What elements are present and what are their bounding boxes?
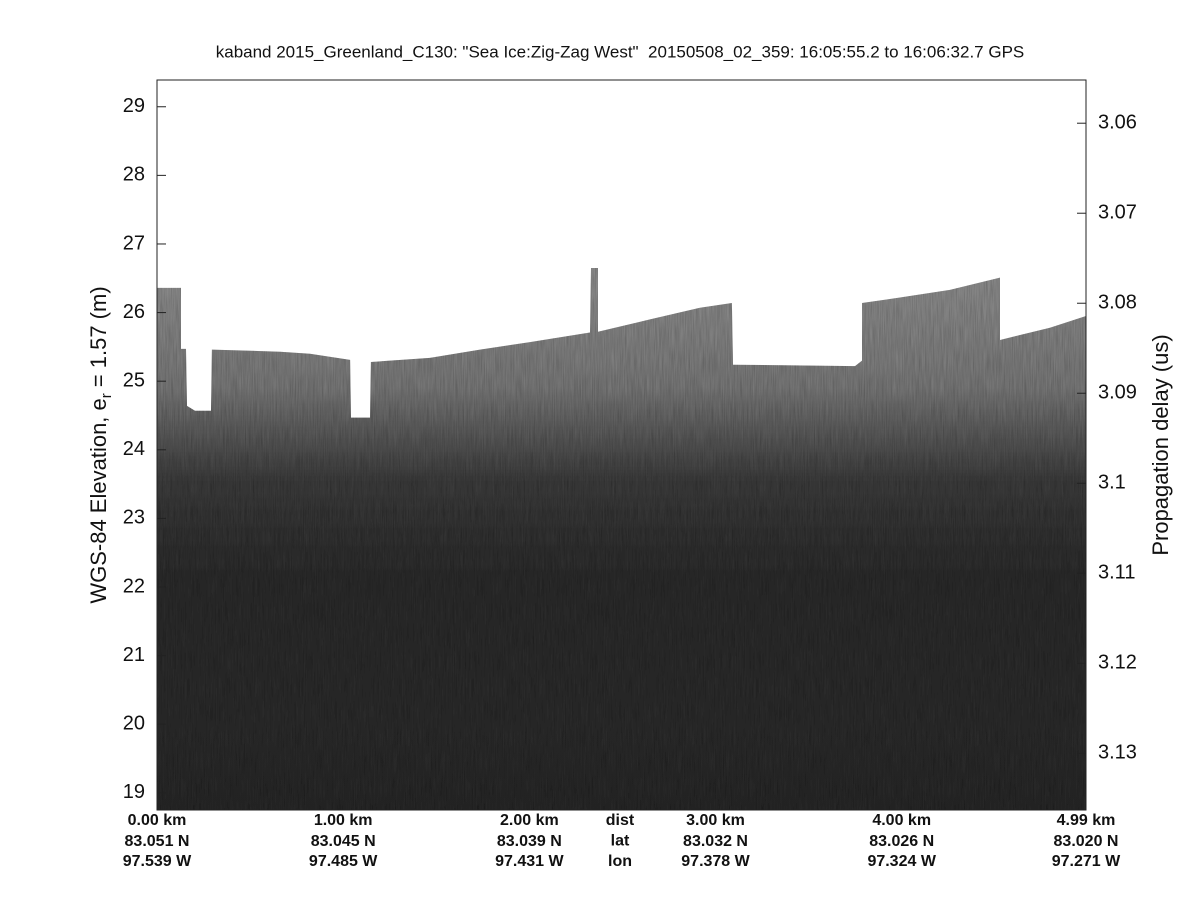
lat-label: 83.032 N xyxy=(683,833,748,850)
y-tick-label: 23 xyxy=(123,507,145,529)
chart-title: kaband 2015_Greenland_C130: "Sea Ice:Zig… xyxy=(216,42,1025,61)
y-tick-label: 25 xyxy=(123,369,145,391)
y2-tick-label: 3.1 xyxy=(1098,472,1126,494)
lat-label: 83.045 N xyxy=(311,833,376,850)
y-tick-label: 20 xyxy=(123,713,145,735)
x-tick-label: 3.00 km xyxy=(686,812,745,829)
y-tick-label: 27 xyxy=(123,232,145,254)
lon-label: 97.324 W xyxy=(867,853,936,870)
x-tick-label: 4.99 km xyxy=(1057,812,1116,829)
lon-label: 97.485 W xyxy=(309,853,378,870)
y2-tick-label: 3.11 xyxy=(1098,562,1135,584)
y-label-subscript: r xyxy=(98,393,115,398)
row-label: lon xyxy=(608,853,632,870)
y2-tick-label: 3.12 xyxy=(1098,652,1137,674)
y2-tick-label: 3.08 xyxy=(1098,292,1137,314)
y2-axis-label: Propagation delay (us) xyxy=(1148,334,1173,555)
y-tick-label: 24 xyxy=(123,438,145,460)
y-tick-label: 19 xyxy=(123,781,145,803)
lat-label: 83.039 N xyxy=(497,833,562,850)
y-tick-label: 28 xyxy=(123,164,145,186)
lon-label: 97.539 W xyxy=(123,853,192,870)
x-tick-label: 0.00 km xyxy=(128,812,187,829)
row-label: lat xyxy=(611,833,630,850)
y-label-text: WGS-84 Elevation, e xyxy=(86,398,111,603)
lon-label: 97.271 W xyxy=(1052,853,1121,870)
lat-label: 83.051 N xyxy=(125,833,190,850)
y-label-suffix: = 1.57 (m) xyxy=(86,286,111,387)
plot-frame xyxy=(156,79,1087,811)
lon-label: 97.378 W xyxy=(681,853,750,870)
y-tick-label: 29 xyxy=(123,95,145,117)
lat-label: 83.026 N xyxy=(869,833,934,850)
y2-tick-label: 3.09 xyxy=(1098,382,1137,404)
y-tick-label: 21 xyxy=(123,644,145,666)
x-tick-label: 1.00 km xyxy=(314,812,373,829)
y-tick-label: 22 xyxy=(123,575,145,597)
y2-tick-label: 3.06 xyxy=(1098,111,1137,133)
lat-label: 83.020 N xyxy=(1054,833,1119,850)
y-tick-label: 26 xyxy=(123,301,145,323)
x-tick-label: 4.00 km xyxy=(872,812,931,829)
y-axis-label: WGS-84 Elevation, er = 1.57 (m) xyxy=(86,286,115,603)
y2-tick-label: 3.07 xyxy=(1098,201,1137,223)
y2-tick-label: 3.13 xyxy=(1098,742,1137,764)
echogram-area xyxy=(157,268,1086,810)
x-tick-label: 2.00 km xyxy=(500,812,559,829)
row-label: dist xyxy=(606,812,635,829)
lon-label: 97.431 W xyxy=(495,853,564,870)
